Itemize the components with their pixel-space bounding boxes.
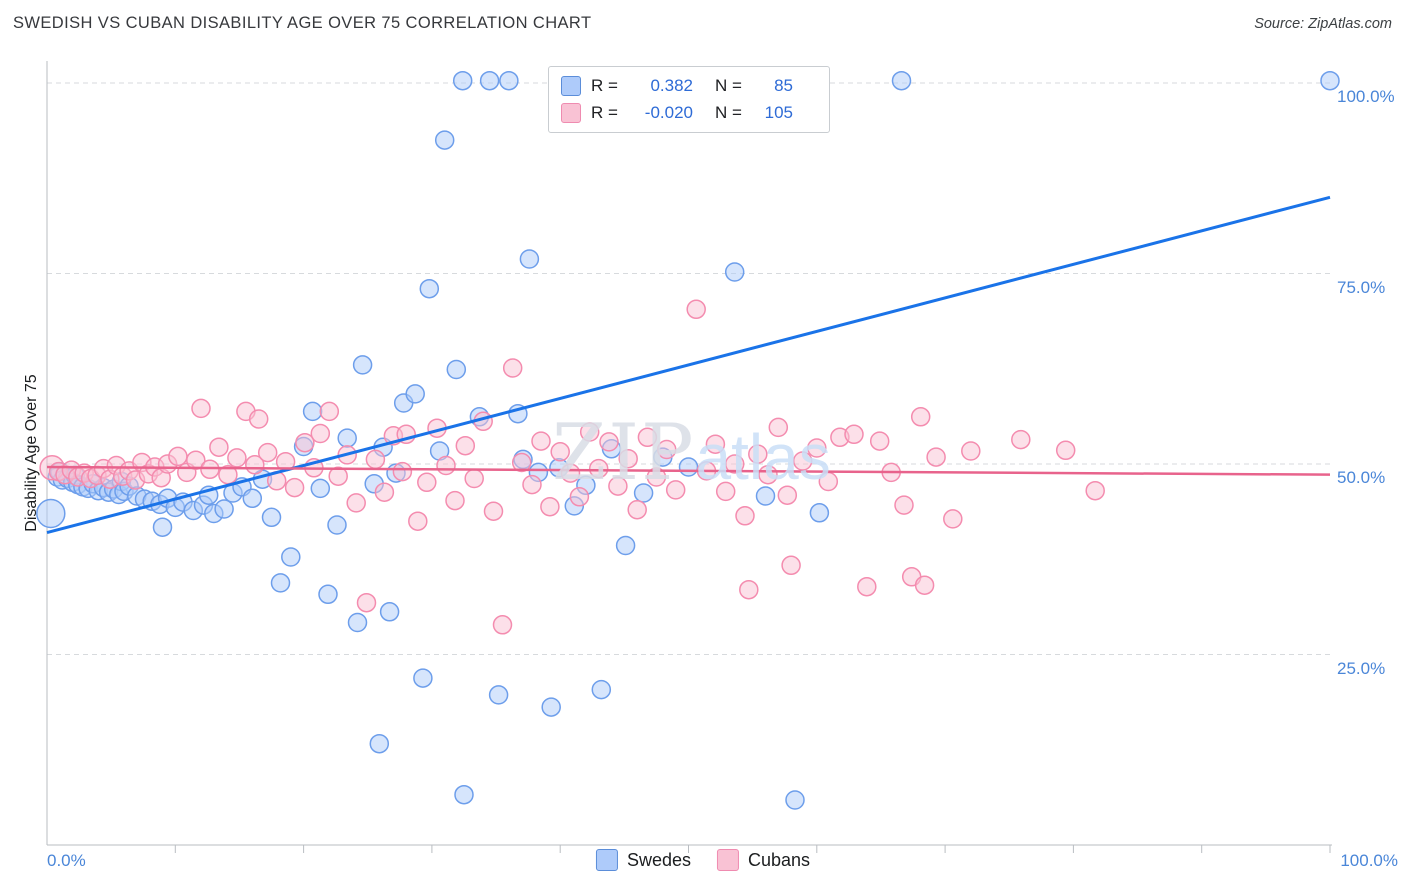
legend-label-cubans: Cubans [748, 849, 811, 870]
source-label: Source: ZipAtlas.com [1254, 16, 1392, 32]
y-tick-label: 25.0% [1337, 658, 1386, 678]
n-value-cubans: 105 [764, 103, 793, 122]
cubans-swatch-icon [561, 103, 581, 123]
legend-row-cubans: R = -0.020 N = 105 [561, 103, 817, 123]
n-value-swedes: 85 [774, 76, 793, 95]
y-tick-label: 75.0% [1337, 277, 1386, 297]
x-axis-min-label: 0.0% [47, 851, 86, 870]
n-label: N = [715, 76, 742, 95]
y-tick-label: 50.0% [1337, 468, 1386, 487]
r-label: R = [591, 76, 618, 95]
swedes-swatch-icon [595, 849, 618, 871]
legend-label-swedes: Swedes [626, 849, 691, 870]
series-legend: Swedes Cubans [595, 849, 810, 871]
r-value-swedes: 0.382 [650, 76, 693, 95]
n-label: N = [715, 103, 742, 122]
x-axis-max-label: 100.0% [1340, 851, 1398, 870]
legend-item-cubans: Cubans [717, 849, 810, 871]
legend-item-swedes: Swedes [595, 849, 691, 871]
swedes-swatch-icon [561, 76, 581, 96]
r-value-cubans: -0.020 [644, 103, 693, 122]
correlation-legend: R = 0.382 N = 85 R = -0.020 N = 105 [548, 66, 830, 133]
cubans-swatch-icon [717, 849, 739, 871]
y-tick-label: 100.0% [1337, 87, 1395, 106]
chart-title: SWEDISH VS CUBAN DISABILITY AGE OVER 75 … [13, 14, 592, 32]
r-label: R = [591, 103, 618, 122]
legend-row-swedes: R = 0.382 N = 85 [561, 76, 817, 96]
